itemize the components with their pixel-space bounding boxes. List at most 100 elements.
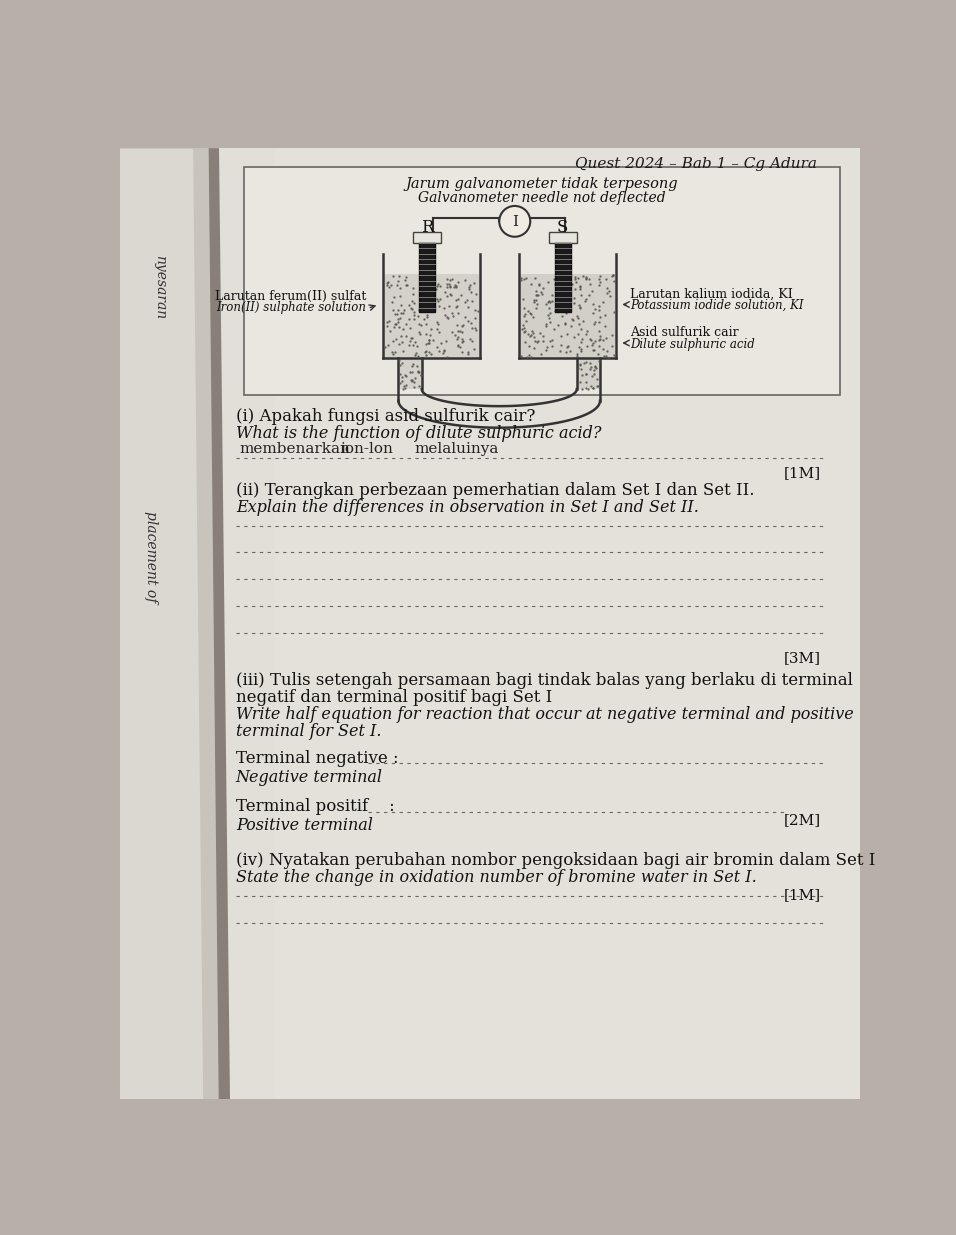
Point (540, 293, 555, 312)
Point (421, 342, 436, 362)
Point (591, 274, 606, 294)
Point (463, 275, 478, 295)
Point (604, 325, 619, 345)
Point (404, 370, 420, 390)
Point (585, 333, 600, 353)
Point (598, 269, 613, 289)
Point (572, 356, 587, 375)
Point (387, 315, 402, 335)
Point (405, 354, 421, 374)
Point (538, 315, 554, 335)
Text: R: R (421, 219, 433, 236)
Point (457, 269, 472, 289)
Point (454, 332, 469, 352)
Point (581, 269, 597, 289)
Point (461, 279, 476, 299)
Point (418, 342, 433, 362)
Point (467, 273, 482, 293)
Text: [3M]: [3M] (784, 651, 821, 664)
Point (544, 285, 559, 305)
Point (590, 375, 605, 395)
Point (580, 379, 596, 399)
Point (553, 326, 568, 346)
Point (600, 348, 616, 368)
Point (556, 287, 572, 306)
Point (575, 311, 590, 331)
Point (518, 311, 533, 331)
Point (527, 268, 542, 288)
Point (413, 366, 428, 385)
Point (566, 327, 581, 347)
Point (429, 277, 445, 296)
Point (598, 278, 614, 298)
Text: Jarum galvanometer tidak terpesong: Jarum galvanometer tidak terpesong (405, 178, 678, 191)
Point (578, 364, 594, 384)
Point (526, 338, 541, 358)
Point (527, 291, 542, 311)
Point (454, 316, 469, 336)
Point (567, 294, 582, 314)
Point (406, 372, 422, 391)
Point (515, 315, 531, 335)
Point (538, 316, 554, 336)
Point (404, 329, 420, 348)
Point (516, 299, 532, 319)
Point (395, 342, 410, 362)
Point (392, 364, 407, 384)
Point (422, 330, 437, 350)
Point (581, 285, 597, 305)
Point (396, 319, 411, 338)
Point (432, 341, 447, 361)
Point (443, 284, 458, 304)
Text: Potassium iodide solution, KI: Potassium iodide solution, KI (630, 299, 804, 312)
Point (590, 377, 605, 396)
Polygon shape (120, 148, 232, 1099)
Text: Terminal negative :: Terminal negative : (236, 750, 399, 767)
Point (596, 291, 611, 311)
Point (452, 337, 467, 357)
Point (578, 269, 594, 289)
Point (591, 336, 606, 356)
Point (403, 370, 419, 390)
Polygon shape (219, 148, 860, 1099)
Point (586, 314, 601, 333)
Point (399, 367, 414, 387)
Point (593, 329, 608, 348)
Point (439, 347, 454, 367)
Point (574, 340, 589, 359)
Point (578, 267, 594, 287)
Point (515, 289, 531, 309)
Point (391, 333, 406, 353)
Point (395, 353, 410, 373)
Point (404, 362, 420, 382)
Point (413, 273, 428, 293)
Point (568, 279, 583, 299)
Text: terminal for Set I.: terminal for Set I. (236, 722, 381, 740)
Point (532, 274, 547, 294)
Point (468, 284, 484, 304)
Point (429, 320, 445, 340)
Point (578, 364, 594, 384)
Point (440, 309, 455, 329)
Point (573, 298, 588, 317)
Point (586, 361, 601, 380)
Point (606, 345, 621, 364)
Point (388, 314, 403, 333)
Point (560, 336, 576, 356)
Point (591, 352, 606, 372)
Point (553, 341, 568, 361)
Point (457, 293, 472, 312)
Point (547, 269, 562, 289)
Point (585, 336, 600, 356)
Text: What is the function of dilute sulphuric acid?: What is the function of dilute sulphuric… (236, 425, 601, 442)
Point (401, 295, 416, 315)
Point (462, 330, 477, 350)
Point (519, 347, 534, 367)
Bar (244, 168, 840, 395)
Point (391, 267, 406, 287)
Point (393, 287, 408, 306)
Polygon shape (208, 148, 232, 1099)
Point (409, 336, 424, 356)
Point (578, 289, 594, 309)
Point (390, 270, 405, 290)
